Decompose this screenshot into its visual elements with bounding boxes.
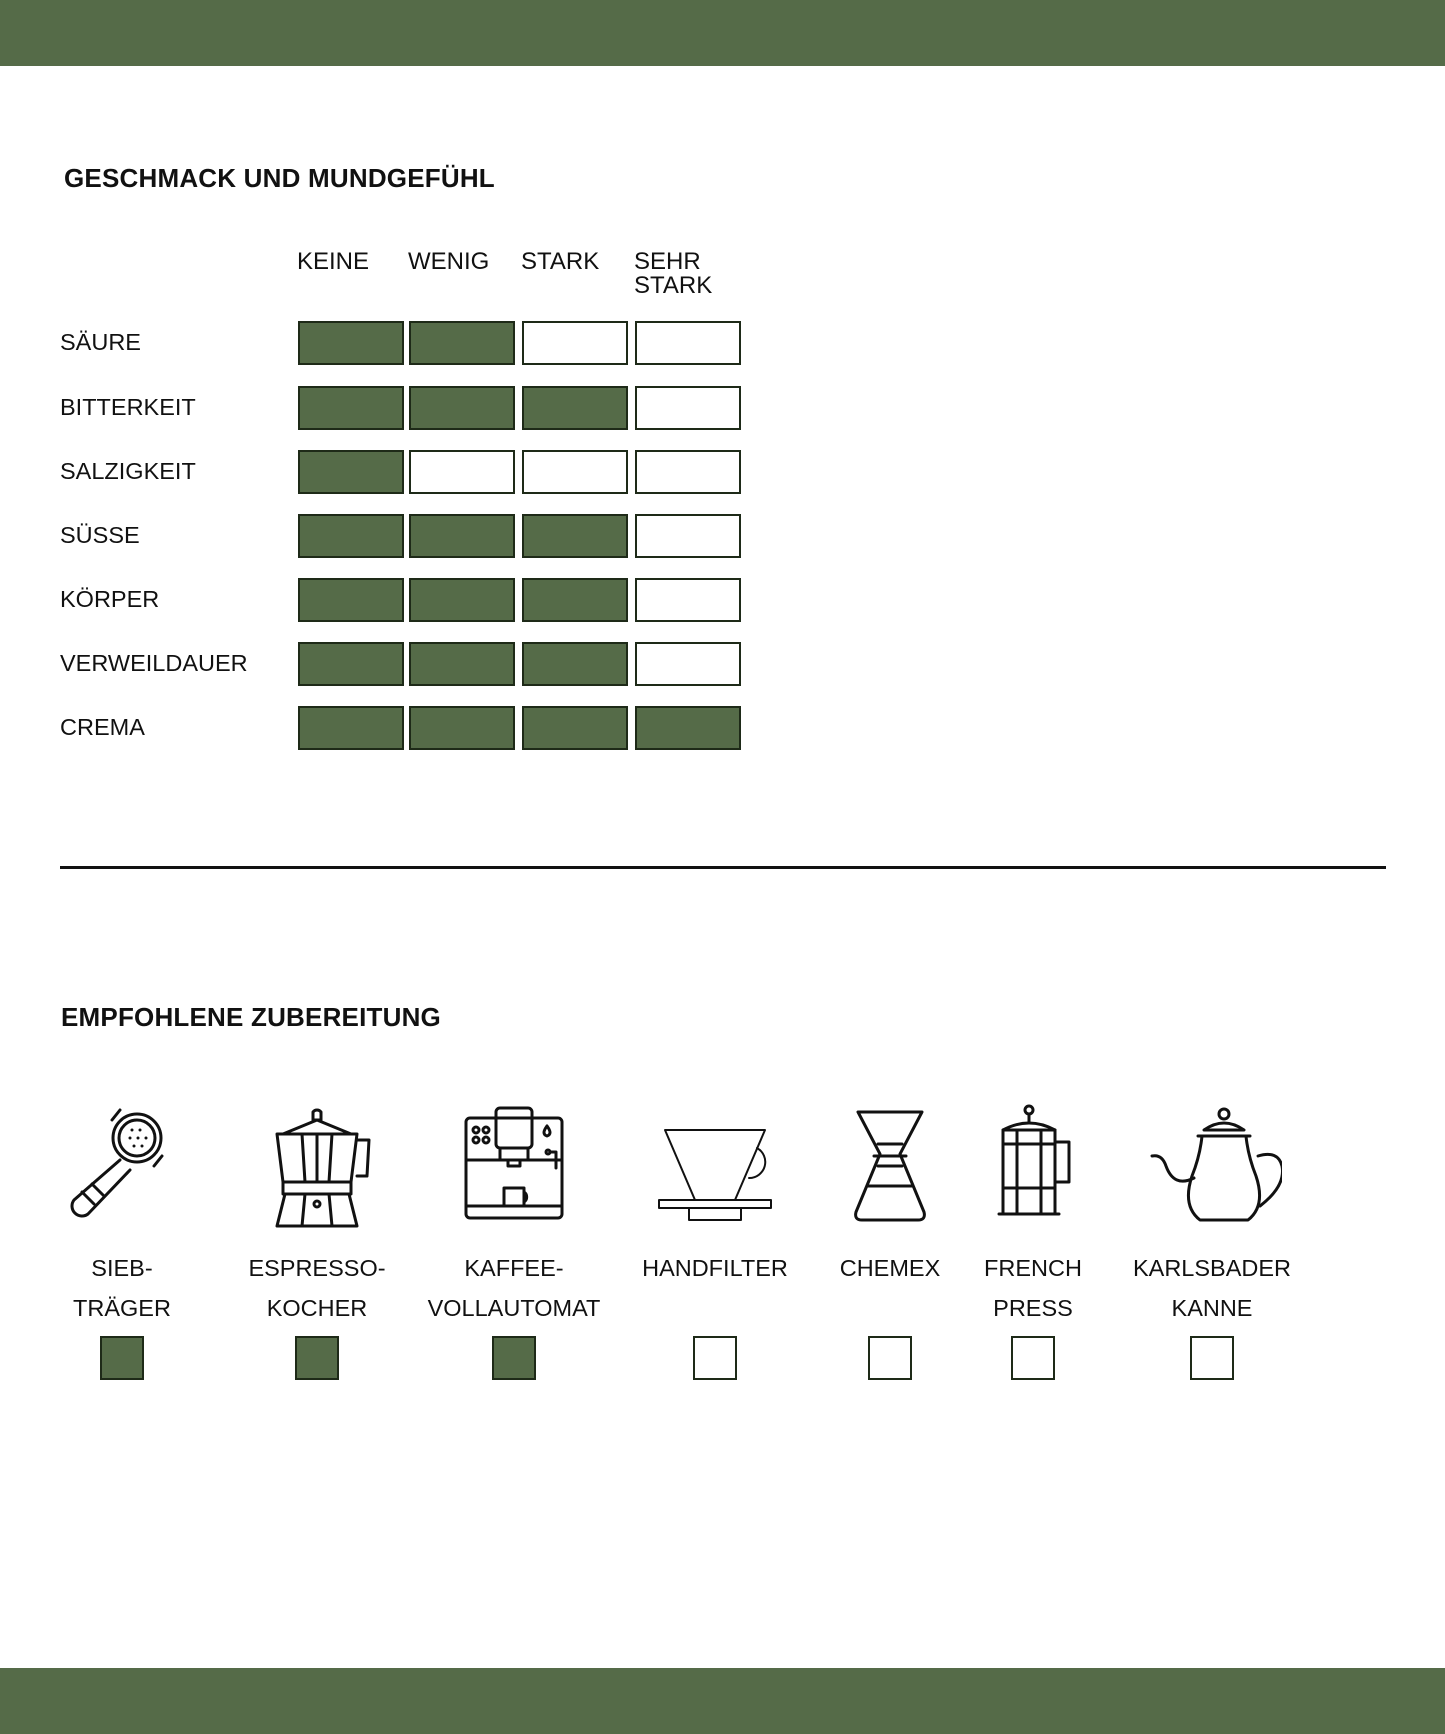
rating-box[interactable] bbox=[522, 706, 628, 750]
method-kettle: KARLSBADER KANNE bbox=[1112, 1100, 1312, 1380]
method-label-line: VOLLAUTOMAT bbox=[427, 1295, 601, 1321]
rating-box[interactable] bbox=[409, 386, 515, 430]
method-label-line: HANDFILTER bbox=[642, 1255, 788, 1281]
header-bar bbox=[0, 0, 1445, 66]
pour-over-icon bbox=[615, 1100, 815, 1230]
rating-box[interactable] bbox=[298, 321, 404, 365]
row-label: SÜSSE bbox=[60, 522, 140, 548]
rating-box[interactable] bbox=[522, 578, 628, 622]
method-label: KAFFEE- VOLLAUTOMAT bbox=[414, 1248, 614, 1328]
portafilter-icon bbox=[22, 1100, 222, 1230]
method-label-line: PRESS bbox=[993, 1295, 1073, 1321]
footer-bar bbox=[0, 1668, 1445, 1734]
coffee-machine-icon bbox=[414, 1100, 614, 1230]
method-french-press: FRENCH PRESS bbox=[933, 1100, 1133, 1380]
rating-box[interactable] bbox=[298, 706, 404, 750]
column-header: KEINE bbox=[297, 248, 370, 275]
kettle-icon bbox=[1112, 1100, 1312, 1230]
rating-box[interactable] bbox=[522, 321, 628, 365]
column-header: SEHR STARK bbox=[634, 248, 713, 299]
method-label: ESPRESSO- KOCHER bbox=[217, 1248, 417, 1328]
method-label: FRENCH PRESS bbox=[933, 1248, 1133, 1328]
method-coffee-machine: KAFFEE- VOLLAUTOMAT bbox=[414, 1100, 614, 1380]
rating-box[interactable] bbox=[635, 386, 741, 430]
method-label-line: KOCHER bbox=[266, 1295, 368, 1321]
rating-box[interactable] bbox=[298, 386, 404, 430]
method-label: SIEB- TRÄGER bbox=[22, 1248, 222, 1328]
method-label: CHEMEX bbox=[790, 1248, 990, 1328]
rating-box[interactable] bbox=[409, 706, 515, 750]
method-label-line: FRENCH bbox=[984, 1255, 1082, 1281]
rating-box[interactable] bbox=[522, 386, 628, 430]
rating-box[interactable] bbox=[298, 642, 404, 686]
rating-box[interactable] bbox=[298, 514, 404, 558]
method-checkbox[interactable] bbox=[693, 1336, 737, 1380]
method-label-line: TRÄGER bbox=[73, 1295, 171, 1321]
chemex-icon bbox=[790, 1100, 990, 1230]
rating-box[interactable] bbox=[522, 514, 628, 558]
column-header: WENIG bbox=[408, 248, 490, 275]
method-chemex: CHEMEX bbox=[790, 1100, 990, 1380]
method-label-line: KANNE bbox=[1171, 1295, 1253, 1321]
rating-box[interactable] bbox=[635, 642, 741, 686]
method-checkbox[interactable] bbox=[295, 1336, 339, 1380]
rating-box[interactable] bbox=[409, 642, 515, 686]
method-checkbox[interactable] bbox=[868, 1336, 912, 1380]
method-label: HANDFILTER bbox=[615, 1248, 815, 1328]
row-label: CREMA bbox=[60, 714, 145, 740]
rating-box[interactable] bbox=[522, 450, 628, 494]
row-label: SALZIGKEIT bbox=[60, 458, 196, 484]
method-portafilter: SIEB- TRÄGER bbox=[22, 1100, 222, 1380]
row-label: VERWEILDAUER bbox=[60, 650, 248, 676]
rating-box[interactable] bbox=[409, 514, 515, 558]
rating-box[interactable] bbox=[409, 321, 515, 365]
method-label-line: CHEMEX bbox=[839, 1255, 941, 1281]
rating-box[interactable] bbox=[635, 578, 741, 622]
rating-box[interactable] bbox=[522, 642, 628, 686]
method-pour-over: HANDFILTER bbox=[615, 1100, 815, 1380]
section-divider bbox=[60, 866, 1386, 869]
moka-pot-icon bbox=[217, 1100, 417, 1230]
method-label-line: KAFFEE- bbox=[464, 1255, 564, 1281]
method-label-line: ESPRESSO- bbox=[248, 1255, 386, 1281]
rating-box[interactable] bbox=[635, 321, 741, 365]
rating-box[interactable] bbox=[409, 450, 515, 494]
row-label: BITTERKEIT bbox=[60, 394, 196, 420]
rating-box[interactable] bbox=[635, 514, 741, 558]
rating-box[interactable] bbox=[409, 578, 515, 622]
method-label-line: KARLSBADER bbox=[1132, 1255, 1292, 1281]
method-checkbox[interactable] bbox=[492, 1336, 536, 1380]
method-label: KARLSBADER KANNE bbox=[1112, 1248, 1312, 1328]
rating-box[interactable] bbox=[635, 706, 741, 750]
row-label: KÖRPER bbox=[60, 586, 160, 612]
method-checkbox[interactable] bbox=[1011, 1336, 1055, 1380]
taste-section-title: GESCHMACK UND MUNDGEFÜHL bbox=[64, 163, 495, 193]
method-moka-pot: ESPRESSO- KOCHER bbox=[217, 1100, 417, 1380]
method-checkbox[interactable] bbox=[1190, 1336, 1234, 1380]
method-checkbox[interactable] bbox=[100, 1336, 144, 1380]
rating-box[interactable] bbox=[298, 578, 404, 622]
rating-box[interactable] bbox=[298, 450, 404, 494]
column-header: STARK bbox=[521, 248, 600, 275]
preparation-section-title: EMPFOHLENE ZUBEREITUNG bbox=[61, 1002, 441, 1032]
rating-box[interactable] bbox=[635, 450, 741, 494]
row-label: SÄURE bbox=[60, 329, 141, 355]
method-label-line: SIEB- bbox=[91, 1255, 153, 1281]
french-press-icon bbox=[933, 1100, 1133, 1230]
